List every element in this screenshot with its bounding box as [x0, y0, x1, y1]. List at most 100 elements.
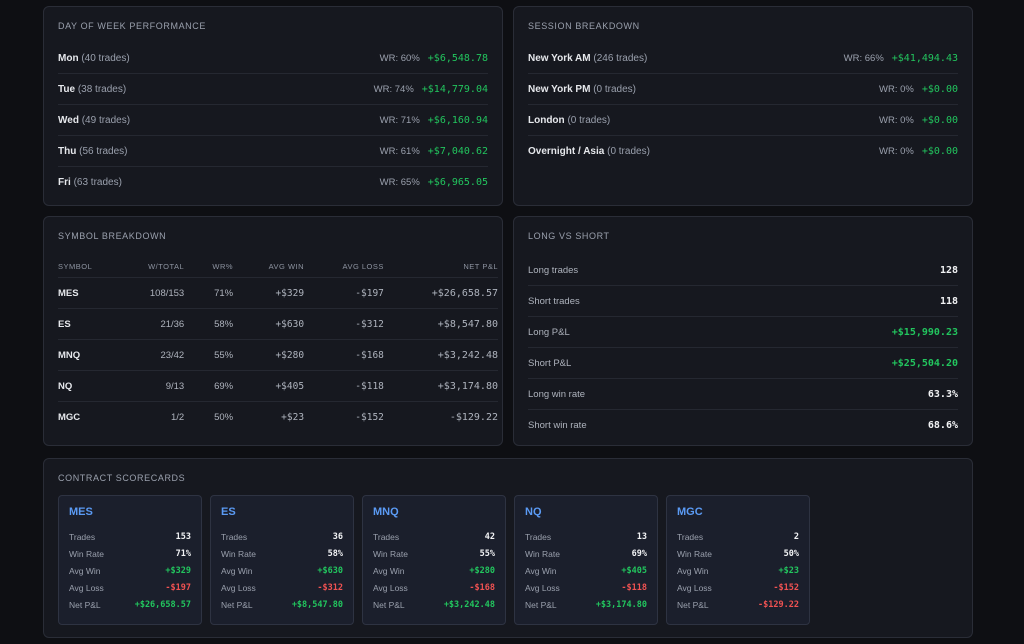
scorecard-row: Avg Loss -$197: [69, 580, 191, 597]
scorecard-title: NQ: [525, 506, 542, 518]
list-item: New York AM (246 trades) WR: 66% +$41,494…: [528, 43, 958, 74]
net-pnl-cell: +$3,174.80: [389, 370, 498, 402]
session-label: New York AM: [528, 52, 591, 64]
panel-title: CONTRACT SCORECARDS: [58, 473, 186, 483]
scorecard-row: Net P&L +$3,242.48: [373, 597, 495, 614]
scorecard-mgc: MGC Trades 2 Win Rate 50% Avg Win +$23 Avg Loss…: [666, 495, 810, 625]
net-pnl-cell: +$8,547.80: [389, 308, 498, 340]
stat-value: 128: [939, 264, 958, 276]
symbol-cell: MGC: [58, 411, 81, 423]
stat-label: Long trades: [528, 264, 579, 276]
avg-loss-cell: -$168: [310, 339, 390, 371]
scorecard-label: Trades: [221, 531, 248, 542]
session-label: Overnight / Asia: [528, 145, 605, 157]
scorecard-label: Win Rate: [677, 548, 712, 559]
stat-value: 68.6%: [927, 419, 958, 431]
scorecard-label: Win Rate: [69, 548, 104, 559]
scorecard-value: +$23: [778, 565, 799, 576]
table-header-row: SYMBOL W/TOTAL WR% AVG WIN AVG LOSS NET …: [58, 255, 498, 278]
scorecard-value: +$280: [469, 565, 495, 576]
scorecard-row: Trades 2: [677, 528, 799, 545]
scorecard-row: Avg Win +$630: [221, 562, 343, 579]
list-item: Short P&L +$25,504.20: [528, 348, 958, 379]
scorecard-value: +$405: [621, 565, 647, 576]
long-short-panel: LONG VS SHORT Long trades 128 Short trade…: [513, 216, 973, 446]
stat-label: Short P&L: [528, 357, 572, 369]
scorecard-row: Win Rate 55%: [373, 545, 495, 562]
pnl-value: +$7,040.62: [427, 145, 488, 157]
win-rate: WR: 66%: [843, 52, 884, 64]
scorecard-row: Avg Win +$23: [677, 562, 799, 579]
scorecard-value: 69%: [631, 548, 647, 559]
panel-title: SESSION BREAKDOWN: [528, 21, 640, 31]
win-rate: WR: 0%: [879, 83, 914, 95]
symbol-table: SYMBOL W/TOTAL WR% AVG WIN AVG LOSS NET …: [58, 255, 498, 432]
list-item: Long trades 128: [528, 255, 958, 286]
table-row: NQ 9/13 69% +$405 -$118 +$3,174.80: [58, 370, 498, 402]
column-header: AVG WIN: [239, 255, 311, 278]
table-row: MGC 1/2 50% +$23 -$152 -$129.22: [58, 402, 498, 433]
scorecard-row: Trades 36: [221, 528, 343, 545]
scorecard-value: 153: [175, 531, 191, 542]
avg-win-cell: +$280: [239, 339, 311, 371]
symbol-cell: MNQ: [58, 339, 119, 371]
list-item: London (0 trades) WR: 0% +$0.00: [528, 105, 958, 136]
trade-count: (0 trades): [593, 83, 637, 95]
scorecard-row: Net P&L +$26,658.57: [69, 597, 191, 614]
avg-loss-cell: -$312: [310, 308, 390, 340]
avg-win-cell: +$23: [281, 411, 305, 423]
scorecard-value: 58%: [327, 548, 343, 559]
stat-label: Short win rate: [528, 419, 587, 431]
avg-loss-cell: -$152: [355, 411, 384, 423]
win-rate: WR: 0%: [879, 114, 914, 126]
scorecard-label: Trades: [525, 531, 552, 542]
pnl-value: +$14,779.04: [421, 83, 488, 95]
table-row: MNQ 23/42 55% +$280 -$168 +$3,242.48: [58, 339, 498, 371]
trade-count: (56 trades): [79, 145, 128, 157]
panel-title: LONG VS SHORT: [528, 231, 610, 241]
scorecard-row: Avg Loss -$152: [677, 580, 799, 597]
scorecard-row: Net P&L +$8,547.80: [221, 597, 343, 614]
scorecard-row: Avg Win +$329: [69, 562, 191, 579]
wins-total-cell: 21/36: [118, 308, 191, 340]
list-item: Tue (38 trades) WR: 74% +$14,779.04: [58, 74, 488, 105]
stat-label: Long win rate: [528, 388, 586, 400]
scorecard-row: Win Rate 58%: [221, 545, 343, 562]
win-rate: WR: 71%: [379, 114, 420, 126]
scorecard-row: Win Rate 69%: [525, 545, 647, 562]
list-item: Thu (56 trades) WR: 61% +$7,040.62: [58, 136, 488, 167]
scorecard-label: Avg Win: [69, 565, 101, 576]
scorecard-value: 50%: [783, 548, 799, 559]
net-pnl-cell: +$3,242.48: [389, 339, 498, 371]
session-label: London: [528, 114, 565, 126]
list-item: Wed (49 trades) WR: 71% +$6,160.94: [58, 105, 488, 136]
scorecard-value: 71%: [175, 548, 191, 559]
scorecard-mes: MES Trades 153 Win Rate 71% Avg Win +$329 Avg L…: [58, 495, 202, 625]
scorecard-row: Avg Loss -$312: [221, 580, 343, 597]
list-item: Short trades 118: [528, 286, 958, 317]
win-rate: WR: 0%: [879, 145, 914, 157]
scorecard-value: +$3,174.80: [595, 600, 647, 611]
scorecard-value: -$118: [621, 583, 647, 594]
day-of-week-list: Mon (40 trades) WR: 60% +$6,548.78 Tue (3…: [58, 43, 488, 197]
scorecard-nq: NQ Trades 13 Win Rate 69% Avg Win +$405 Avg Los…: [514, 495, 658, 625]
scorecard-label: Avg Win: [677, 565, 709, 576]
scorecard-row: Avg Loss -$168: [373, 580, 495, 597]
scorecard-list: MES Trades 153 Win Rate 71% Avg Win +$329 Avg L…: [58, 495, 810, 625]
trade-count: (40 trades): [81, 52, 130, 64]
scorecard-label: Avg Loss: [373, 583, 408, 594]
trade-count: (63 trades): [73, 176, 122, 188]
scorecard-title: MGC: [677, 506, 703, 518]
pnl-value: +$6,965.05: [427, 176, 488, 188]
pnl-value: +$0.00: [921, 83, 958, 95]
stat-label: Long P&L: [528, 326, 570, 338]
stat-value: +$25,504.20: [891, 357, 958, 369]
session-label: New York PM: [528, 83, 591, 95]
scorecard-label: Avg Loss: [677, 583, 712, 594]
scorecard-value: +$329: [165, 565, 191, 576]
scorecard-row: Net P&L +$3,174.80: [525, 597, 647, 614]
net-pnl-cell: +$26,658.57: [389, 277, 498, 309]
scorecard-label: Win Rate: [373, 548, 408, 559]
win-rate: WR: 61%: [379, 145, 420, 157]
scorecard-label: Net P&L: [221, 600, 253, 611]
